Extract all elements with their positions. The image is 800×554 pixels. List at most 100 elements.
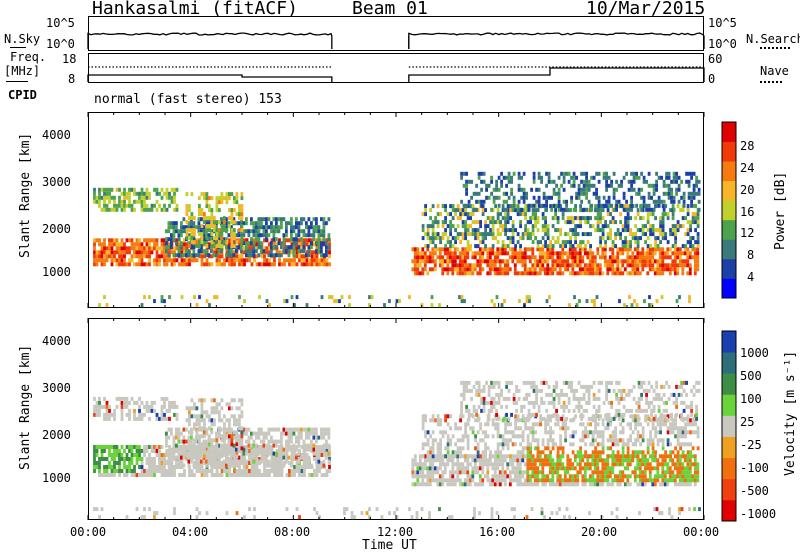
power-cell-22 <box>101 242 104 246</box>
power-cell-2796 <box>196 303 199 307</box>
velocity-cell-1098 <box>191 414 194 418</box>
power-cell-2176 <box>597 220 600 224</box>
velocity-cell-381 <box>248 453 251 457</box>
power-cell-2216 <box>612 216 615 220</box>
power-cell-1066 <box>203 212 206 216</box>
power-cell-2795 <box>193 295 196 299</box>
power-cell-2212 <box>609 212 612 216</box>
power-cell-2015 <box>519 212 522 216</box>
power-cell-2542 <box>560 208 563 212</box>
power-cell-1761 <box>686 271 689 275</box>
power-cell-2538 <box>558 196 561 200</box>
velocity-cell-1348 <box>444 478 447 482</box>
velocity-cell-852 <box>235 464 238 468</box>
velocity-cell-960 <box>280 444 283 448</box>
velocity-cell-1462 <box>491 466 494 470</box>
velocity-cell-1300 <box>424 458 427 462</box>
velocity-cell-886 <box>250 444 253 448</box>
power-cell-2792 <box>163 299 166 303</box>
velocity-cell-889 <box>253 464 256 468</box>
power-cell-2259 <box>632 236 635 240</box>
power-cell-1497 <box>561 251 564 255</box>
power-cell-2321 <box>662 224 665 228</box>
power-cell-2588 <box>585 180 588 184</box>
power-cell-2105 <box>562 244 565 248</box>
velocity-cell-1311 <box>429 474 432 478</box>
power-cell-114 <box>143 262 146 266</box>
power-cell-1041 <box>191 216 194 220</box>
velocity-cell-1497 <box>504 458 507 462</box>
velocity-cell-1659 <box>571 478 574 482</box>
power-cell-2633 <box>613 196 616 200</box>
velocity-cell-953 <box>278 456 281 460</box>
power-cell-1443 <box>539 263 542 267</box>
power-cell-1838 <box>444 204 447 208</box>
power-cell-1653 <box>636 267 639 271</box>
velocity-cell-955 <box>278 428 281 432</box>
power-cell-1741 <box>676 271 679 275</box>
velocity-cell-188 <box>171 469 174 473</box>
power-cell-682 <box>188 249 191 253</box>
velocity-cell-3 <box>93 457 96 461</box>
power-cell-1013 <box>323 217 326 221</box>
power-cell-1138 <box>228 192 231 196</box>
velocity-cell-189 <box>171 465 174 469</box>
power-cell-2780 <box>698 192 701 196</box>
power-cell-50 <box>113 238 116 242</box>
power-cell-2 <box>93 254 96 258</box>
power-cell-2010 <box>517 204 520 208</box>
velocity-cell-1882 <box>664 470 667 474</box>
velocity-cell-1859 <box>654 458 657 462</box>
power-cell-1480 <box>554 259 557 263</box>
velocity-cell-1496 <box>504 470 507 474</box>
power-cell-608 <box>161 196 164 200</box>
velocity-cell-1742 <box>604 462 607 466</box>
power-cell-2093 <box>554 208 557 212</box>
power-cell-1748 <box>679 259 682 263</box>
power-cell-640 <box>168 225 171 229</box>
velocity-cell-1976 <box>422 418 425 422</box>
velocity-cell-991 <box>293 456 296 460</box>
velocity-cell-1887 <box>666 478 669 482</box>
velocity-cell-393 <box>253 469 256 473</box>
power-cell-2860 <box>618 299 621 303</box>
velocity-cell-1944 <box>686 458 689 462</box>
power-cell-545 <box>118 200 121 204</box>
velocity-cell-87 <box>131 473 134 477</box>
power-cell-1408 <box>521 255 524 259</box>
power-cell-1880 <box>464 232 467 236</box>
power-cell-1271 <box>456 263 459 267</box>
velocity-cell-919 <box>263 436 266 440</box>
power-cell-2522 <box>548 180 551 184</box>
power-cell-1499 <box>564 267 567 271</box>
power-cell-2461 <box>505 184 508 188</box>
power-cell-2014 <box>519 220 522 224</box>
power-cell-985 <box>313 217 316 221</box>
velocity-cell-168 <box>163 473 166 477</box>
power-cell-2462 <box>505 176 508 180</box>
velocity-cell-1289 <box>421 482 424 486</box>
power-cell-78 <box>126 246 129 250</box>
power-cell-2272 <box>637 208 640 212</box>
velocity-cell-1842 <box>646 462 649 466</box>
power-cell-2719 <box>665 192 668 196</box>
power-cell-2524 <box>548 172 551 176</box>
power-cell-1410 <box>524 271 527 275</box>
velocity-cell-1881 <box>664 474 667 478</box>
power-cell-2247 <box>627 228 630 232</box>
power-cell-560 <box>126 192 129 196</box>
velocity-cell-1752 <box>609 482 612 486</box>
velocity-cell-47 <box>113 469 116 473</box>
power-cell-529 <box>108 208 111 212</box>
velocity-cell-1735 <box>601 466 604 470</box>
velocity-cell-1626 <box>556 458 559 462</box>
velocity-cell-1698 <box>589 478 592 482</box>
velocity-cell-1211 <box>223 422 226 426</box>
velocity-cell-1286 <box>419 462 422 466</box>
power-cell-2348 <box>674 228 677 232</box>
velocity-cell-1401 <box>466 482 469 486</box>
velocity-cell-1815 <box>636 462 639 466</box>
velocity-cell-478 <box>291 473 294 477</box>
power-cell-1030 <box>186 192 189 196</box>
power-cell-1842 <box>447 212 450 216</box>
